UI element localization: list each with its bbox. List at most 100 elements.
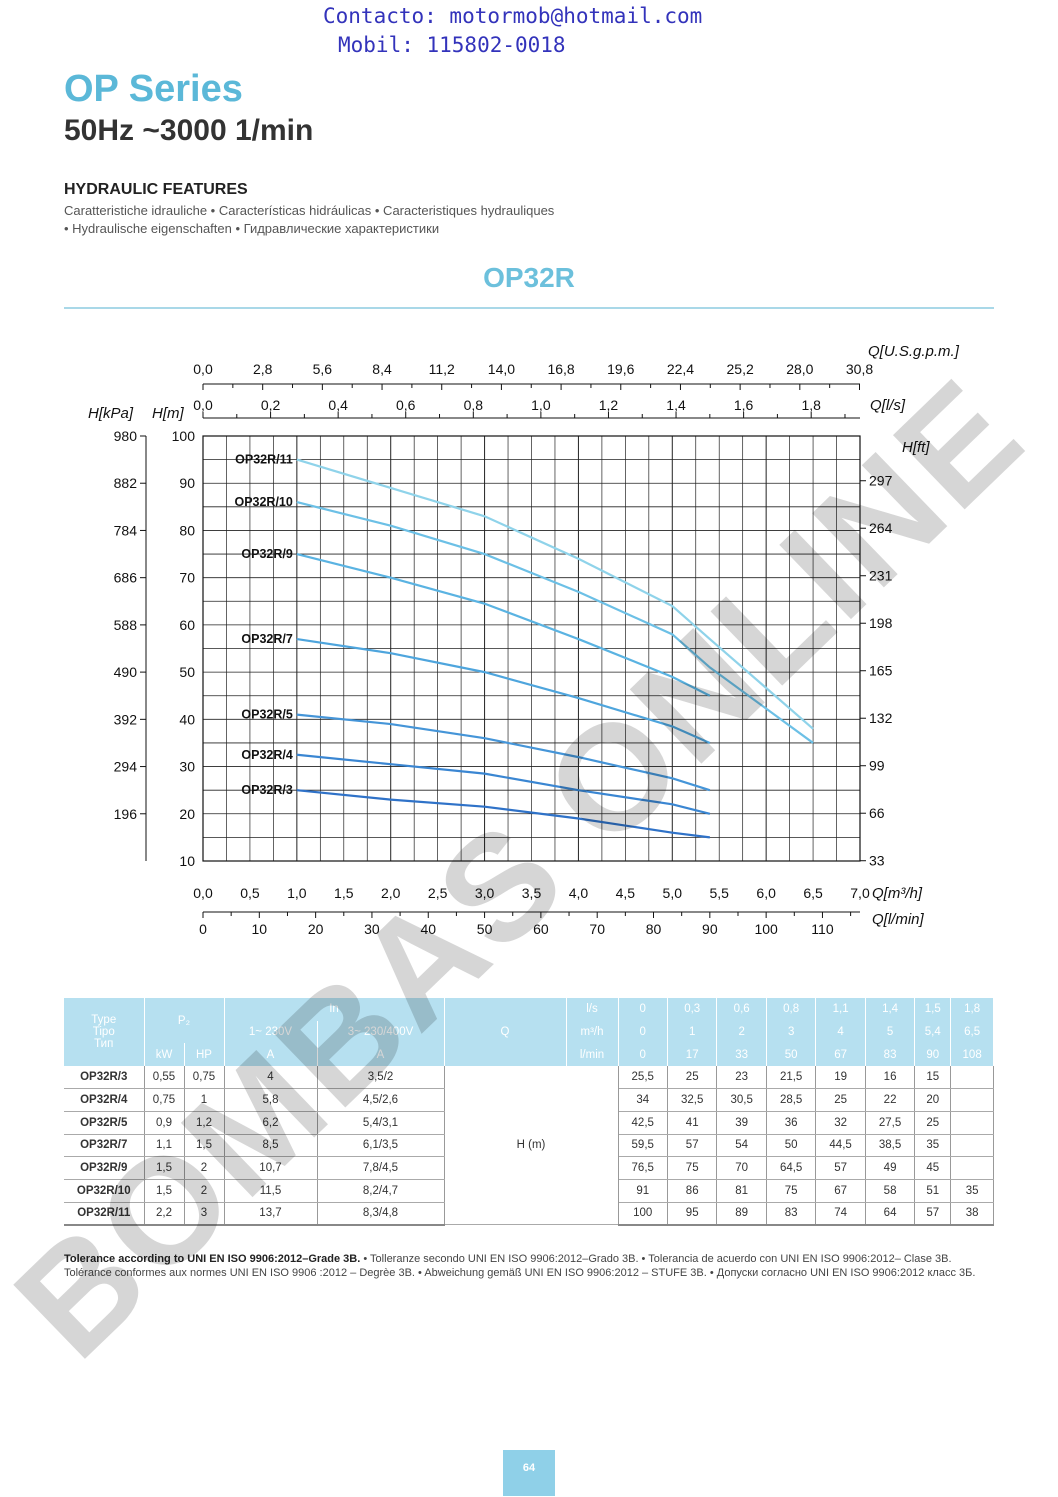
y-m-tick-label: 30 [179,759,195,775]
row-type: OP32R/3 [64,1066,144,1089]
y-ft-axis-label: H[ft] [902,439,930,456]
x-m3h-tick-label: 5,0 [663,885,683,901]
row-h-value: 25,5 [618,1066,667,1089]
x-m3h-tick-label: 3,5 [522,885,542,901]
row-a2: 4,5/2,6 [317,1089,444,1112]
y-m-tick-label: 10 [179,853,195,869]
row-kw: 1,5 [144,1180,184,1203]
row-type: OP32R/9 [64,1157,144,1180]
row-h-value: 35 [915,1134,951,1157]
y-m-tick-label: 40 [179,711,195,727]
lmin-6: 90 [915,1043,951,1066]
y-ft-tick-label: 198 [869,615,893,631]
row-h-value [951,1111,994,1134]
y-kpa-tick-label: 588 [114,617,138,633]
row-h-value: 49 [865,1157,914,1180]
row-h-value: 20 [915,1089,951,1112]
row-h-value [951,1157,994,1180]
lmin-7: 108 [951,1043,994,1066]
ls-5: 1,4 [865,998,914,1021]
x-ls-tick-label: 1,4 [666,397,686,413]
x-lmin-tick-label: 110 [811,921,834,937]
m3h-3: 3 [766,1021,815,1044]
row-h-value: 74 [816,1202,865,1225]
row-h-value: 64 [865,1202,914,1225]
y-ft-tick-label: 99 [869,758,885,774]
x-usgpm-axis-label: Q[U.S.g.p.m.] [868,343,960,360]
x-usgpm-tick-label: 30,8 [846,361,873,377]
m3h-2: 2 [717,1021,766,1044]
row-h-value: 34 [618,1089,667,1112]
x-lmin-tick-label: 10 [252,921,268,937]
row-h-value: 91 [618,1180,667,1203]
curve-label: OP32R/3 [241,783,292,797]
ls-3: 0,8 [766,998,815,1021]
row-hp: 2 [184,1180,224,1203]
x-usgpm-tick-label: 28,0 [786,361,813,377]
y-m-axis-label: H[m] [152,405,184,422]
series-subtitle: 50Hz ~3000 1/min [64,114,313,148]
y-ft-tick-label: 66 [869,805,885,821]
x-m3h-tick-label: 0,0 [193,885,213,901]
row-h-value: 57 [667,1134,716,1157]
ls-7: 1,8 [951,998,994,1021]
x-ls-tick-label: 1,8 [801,397,821,413]
row-type: OP32R/7 [64,1134,144,1157]
lmin-4: 67 [816,1043,865,1066]
y-kpa-axis-label: H[kPa] [88,405,134,422]
row-h-value: 36 [766,1111,815,1134]
row-type: OP32R/11 [64,1202,144,1225]
tolerance-note: Tolerance according to UNI EN ISO 9906:2… [64,1252,994,1280]
curve-op32r-5 [297,715,710,791]
x-lmin-tick-label: 60 [533,921,549,937]
row-a1: 8,5 [224,1134,317,1157]
pump-curve-chart: OP32R/3OP32R/4OP32R/5OP32R/7OP32R/9OP32R… [0,330,1058,950]
row-hp: 2 [184,1157,224,1180]
x-ls-tick-label: 0,6 [396,397,416,413]
lmin-3: 50 [766,1043,815,1066]
type-header: Type Tipo Тип [64,998,144,1066]
row-h-value: 32,5 [667,1089,716,1112]
row-a2: 3,5/2 [317,1066,444,1089]
x-ls-tick-label: 0,0 [193,397,213,413]
y-m-tick-label: 90 [179,475,195,491]
row-h-value: 25 [667,1066,716,1089]
v230-header: 1~ 230V [224,1021,317,1044]
row-h-value [951,1134,994,1157]
row-h-value: 57 [816,1157,865,1180]
m3h-1: 1 [667,1021,716,1044]
x-usgpm-tick-label: 19,6 [607,361,634,377]
row-h-value [951,1089,994,1112]
row-h-value: 50 [766,1134,815,1157]
row-h-value: 70 [717,1157,766,1180]
y-m-tick-label: 100 [172,428,196,444]
x-usgpm-tick-label: 0,0 [193,361,213,377]
table-header: Type Tipo Тип P₂ In Q l/s 0 0,3 0,6 0,8 … [64,998,994,1066]
curve-label: OP32R/5 [241,708,292,722]
row-h-value: 86 [667,1180,716,1203]
row-h-value: 95 [667,1202,716,1225]
row-hp: 1,5 [184,1134,224,1157]
row-h-value: 19 [816,1066,865,1089]
row-kw: 0,75 [144,1089,184,1112]
row-a1: 6,2 [224,1111,317,1134]
row-hp: 0,75 [184,1066,224,1089]
x-ls-tick-label: 1,0 [531,397,551,413]
row-h-value: 59,5 [618,1134,667,1157]
y-ft-tick-label: 132 [869,710,893,726]
row-h-value: 54 [717,1134,766,1157]
x-m3h-tick-label: 2,0 [381,885,401,901]
performance-table: Type Tipo Тип P₂ In Q l/s 0 0,3 0,6 0,8 … [64,998,994,1226]
row-kw: 1,5 [144,1157,184,1180]
row-kw: 0,9 [144,1111,184,1134]
lmin-2: 33 [717,1043,766,1066]
x-lmin-tick-label: 50 [477,921,493,937]
row-h-value: 57 [915,1202,951,1225]
x-usgpm-tick-label: 8,4 [372,361,392,377]
lmin-5: 83 [865,1043,914,1066]
ls-6: 1,5 [915,998,951,1021]
lmin-0: 0 [618,1043,667,1066]
x-m3h-tick-label: 4,5 [616,885,636,901]
x-m3h-tick-label: 3,0 [475,885,495,901]
row-type: OP32R/5 [64,1111,144,1134]
